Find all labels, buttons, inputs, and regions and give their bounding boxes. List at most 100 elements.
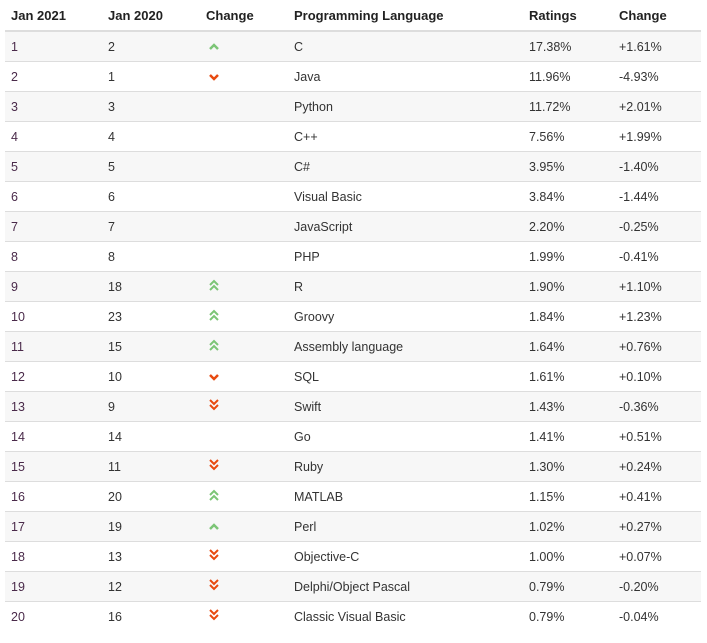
rating-change: -1.44% <box>613 181 701 212</box>
trend-cell <box>200 151 288 182</box>
rank-previous: 13 <box>102 541 200 572</box>
rating: 17.38% <box>523 30 613 62</box>
language-name: Java <box>288 61 523 92</box>
rating-change: +0.76% <box>613 331 701 362</box>
header-language[interactable]: Programming Language <box>288 0 523 32</box>
double-arrow-down-icon <box>206 609 222 621</box>
rating: 7.56% <box>523 121 613 152</box>
language-name: C <box>288 30 523 62</box>
table-row: 9 18 R 1.90% +1.10% <box>5 271 701 302</box>
table-row: 3 3 Python 11.72% +2.01% <box>5 91 701 122</box>
rank-current: 17 <box>5 511 102 542</box>
rating: 1.64% <box>523 331 613 362</box>
rating-change: -0.25% <box>613 211 701 242</box>
arrow-down-icon <box>206 373 222 381</box>
rating-change: +0.51% <box>613 421 701 452</box>
trend-cell <box>200 571 288 602</box>
rating-change: +2.01% <box>613 91 701 122</box>
rank-previous: 6 <box>102 181 200 212</box>
rank-previous: 1 <box>102 61 200 92</box>
rank-current: 6 <box>5 181 102 212</box>
rank-current: 14 <box>5 421 102 452</box>
table-row: 1 2 C 17.38% +1.61% <box>5 30 701 62</box>
rating: 2.20% <box>523 211 613 242</box>
rank-current: 10 <box>5 301 102 332</box>
trend-cell <box>200 211 288 242</box>
table-row: 12 10 SQL 1.61% +0.10% <box>5 361 701 392</box>
rank-previous: 18 <box>102 271 200 302</box>
rank-previous: 5 <box>102 151 200 182</box>
header-ratings[interactable]: Ratings <box>523 0 613 32</box>
language-name: Python <box>288 91 523 122</box>
table-row: 19 12 Delphi/Object Pascal 0.79% -0.20% <box>5 571 701 602</box>
trend-cell <box>200 541 288 572</box>
rank-current: 2 <box>5 61 102 92</box>
rank-previous: 12 <box>102 571 200 602</box>
double-arrow-up-icon <box>206 309 222 321</box>
double-arrow-up-icon <box>206 489 222 501</box>
table-row: 7 7 JavaScript 2.20% -0.25% <box>5 211 701 242</box>
rating-change: -0.20% <box>613 571 701 602</box>
header-change-icon[interactable]: Change <box>200 0 288 32</box>
rank-current: 18 <box>5 541 102 572</box>
rating: 0.79% <box>523 601 613 631</box>
rating: 1.02% <box>523 511 613 542</box>
rating: 1.90% <box>523 271 613 302</box>
rank-previous: 8 <box>102 241 200 272</box>
double-arrow-down-icon <box>206 399 222 411</box>
language-name: Classic Visual Basic <box>288 601 523 631</box>
rank-previous: 20 <box>102 481 200 512</box>
rank-current: 13 <box>5 391 102 422</box>
rating: 1.99% <box>523 241 613 272</box>
rank-current: 19 <box>5 571 102 602</box>
rating-change: -1.40% <box>613 151 701 182</box>
rank-current: 12 <box>5 361 102 392</box>
header-jan-2020[interactable]: Jan 2020 <box>102 0 200 32</box>
trend-cell <box>200 451 288 482</box>
rating: 1.41% <box>523 421 613 452</box>
rank-current: 4 <box>5 121 102 152</box>
rating-change: +0.41% <box>613 481 701 512</box>
rank-previous: 14 <box>102 421 200 452</box>
rating: 0.79% <box>523 571 613 602</box>
language-name: Groovy <box>288 301 523 332</box>
table-row: 18 13 Objective-C 1.00% +0.07% <box>5 541 701 572</box>
header-jan-2021[interactable]: Jan 2021 <box>5 0 102 32</box>
language-name: MATLAB <box>288 481 523 512</box>
table-row: 11 15 Assembly language 1.64% +0.76% <box>5 331 701 362</box>
trend-cell <box>200 301 288 332</box>
language-name: SQL <box>288 361 523 392</box>
header-change[interactable]: Change <box>613 0 701 32</box>
rating-change: +1.99% <box>613 121 701 152</box>
language-name: Perl <box>288 511 523 542</box>
rating: 1.00% <box>523 541 613 572</box>
trend-cell <box>200 391 288 422</box>
language-name: C++ <box>288 121 523 152</box>
language-name: PHP <box>288 241 523 272</box>
double-arrow-down-icon <box>206 459 222 471</box>
trend-cell <box>200 601 288 631</box>
double-arrow-up-icon <box>206 279 222 291</box>
trend-cell <box>200 241 288 272</box>
rating-change: +1.61% <box>613 30 701 62</box>
table-row: 17 19 Perl 1.02% +0.27% <box>5 511 701 542</box>
rank-previous: 2 <box>102 30 200 62</box>
trend-cell <box>200 331 288 362</box>
rating-change: +0.27% <box>613 511 701 542</box>
arrow-up-icon <box>206 42 222 51</box>
table-row: 16 20 MATLAB 1.15% +0.41% <box>5 481 701 512</box>
table-row: 14 14 Go 1.41% +0.51% <box>5 421 701 452</box>
trend-cell <box>200 181 288 212</box>
table-row: 20 16 Classic Visual Basic 0.79% -0.04% <box>5 601 701 631</box>
trend-cell <box>200 511 288 542</box>
rank-current: 16 <box>5 481 102 512</box>
double-arrow-up-icon <box>206 339 222 351</box>
rating-change: +1.23% <box>613 301 701 332</box>
language-name: Visual Basic <box>288 181 523 212</box>
rating: 11.96% <box>523 61 613 92</box>
language-name: JavaScript <box>288 211 523 242</box>
rating-change: -0.41% <box>613 241 701 272</box>
rank-previous: 9 <box>102 391 200 422</box>
rank-previous: 16 <box>102 601 200 631</box>
rating-change: +0.07% <box>613 541 701 572</box>
